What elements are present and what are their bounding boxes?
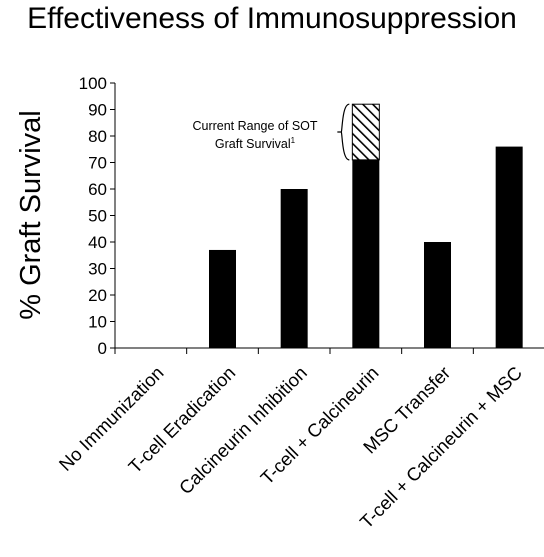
bar <box>209 249 236 348</box>
y-tick-label: 20 <box>88 286 107 305</box>
y-tick-label: 50 <box>88 207 107 226</box>
bar <box>424 242 451 348</box>
y-axis-label: % Graft Survival <box>15 110 47 320</box>
range-brace <box>337 103 350 161</box>
bars <box>209 146 523 348</box>
chart-title: Effectiveness of Immunosuppression <box>27 2 517 35</box>
graft-survival-range-annotation: Current Range of SOT Graft Survival1 <box>192 103 380 161</box>
y-tick-label: 0 <box>98 339 107 358</box>
bar <box>280 189 308 348</box>
y-tick-label: 30 <box>88 260 107 279</box>
range-hatch <box>351 103 380 161</box>
x-category-label: Calcineurin Inhibition <box>175 362 311 498</box>
y-axis: 0 10 20 30 40 50 60 70 80 90 100 <box>79 74 116 358</box>
y-tick-label: 60 <box>88 180 107 199</box>
annotation-line-1: Current Range of SOT <box>192 119 317 133</box>
y-tick-label: 90 <box>88 101 107 120</box>
y-tick-label: 100 <box>79 74 107 93</box>
annotation-line-2: Graft Survival1 <box>215 136 296 151</box>
y-tick-label: 70 <box>88 154 107 173</box>
annotation-line-2-text: Graft Survival <box>215 137 291 151</box>
y-tick-label: 40 <box>88 233 107 252</box>
y-tick-label: 80 <box>88 127 107 146</box>
x-category-label: T-cell + Calcineurin <box>256 362 382 488</box>
bar <box>352 159 380 348</box>
bar <box>495 146 523 348</box>
y-tick-label: 10 <box>88 313 107 332</box>
annotation-superscript: 1 <box>291 136 296 145</box>
